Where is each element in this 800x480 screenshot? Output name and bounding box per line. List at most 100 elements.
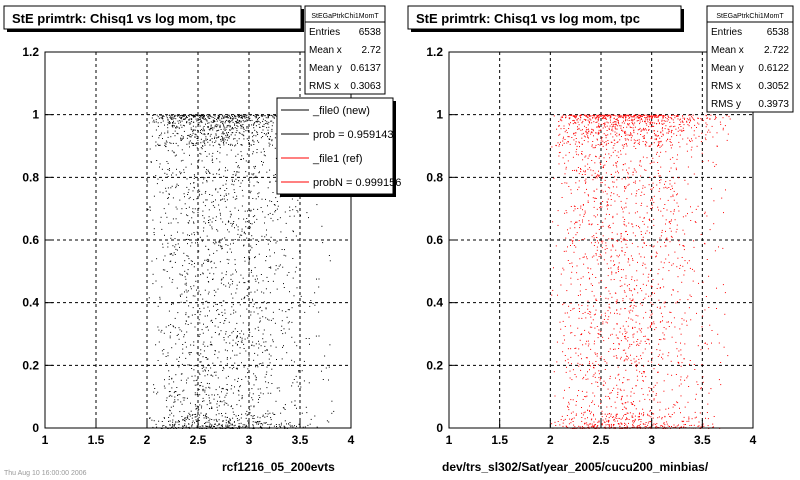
scatter-point bbox=[188, 122, 190, 124]
scatter-point bbox=[634, 212, 636, 214]
scatter-point bbox=[571, 419, 572, 421]
scatter-point bbox=[634, 419, 636, 421]
scatter-point bbox=[625, 225, 627, 227]
scatter-point bbox=[227, 114, 229, 116]
scatter-point bbox=[587, 345, 589, 347]
scatter-point bbox=[654, 116, 656, 118]
scatter-point bbox=[576, 170, 578, 172]
scatter-point bbox=[203, 126, 205, 127]
scatter-point bbox=[630, 359, 632, 361]
scatter-point bbox=[177, 120, 179, 122]
scatter-point bbox=[259, 126, 261, 128]
scatter-point bbox=[615, 407, 617, 409]
scatter-point bbox=[629, 306, 631, 308]
scatter-point bbox=[210, 374, 212, 376]
scatter-point bbox=[651, 117, 653, 119]
scatter-points bbox=[551, 114, 731, 429]
scatter-point bbox=[645, 145, 647, 147]
scatter-point bbox=[675, 128, 677, 130]
scatter-point bbox=[716, 287, 717, 289]
scatter-point bbox=[570, 283, 572, 285]
scatter-point bbox=[218, 423, 220, 425]
scatter-point bbox=[251, 119, 253, 121]
scatter-point bbox=[585, 114, 587, 116]
scatter-point bbox=[204, 389, 206, 391]
scatter-point bbox=[612, 122, 614, 124]
scatter-point bbox=[259, 171, 260, 173]
scatter-point bbox=[653, 161, 655, 163]
scatter-point bbox=[264, 222, 265, 224]
scatter-point bbox=[181, 138, 183, 140]
scatter-point bbox=[264, 236, 266, 238]
scatter-point bbox=[211, 127, 213, 129]
scatter-point bbox=[239, 115, 241, 116]
scatter-point bbox=[206, 114, 208, 116]
scatter-point bbox=[587, 200, 589, 202]
scatter-point bbox=[584, 396, 586, 397]
scatter-point bbox=[222, 138, 224, 140]
scatter-point bbox=[585, 119, 586, 121]
scatter-point bbox=[599, 155, 601, 157]
scatter-point bbox=[177, 126, 179, 128]
scatter-point bbox=[582, 209, 583, 211]
scatter-point bbox=[605, 172, 607, 174]
scatter-point bbox=[200, 153, 202, 155]
scatter-point bbox=[184, 196, 185, 198]
scatter-point bbox=[256, 289, 258, 291]
scatter-point bbox=[591, 132, 593, 134]
scatter-point bbox=[266, 276, 268, 278]
scatter-point bbox=[644, 371, 645, 373]
scatter-point bbox=[158, 117, 160, 119]
scatter-point bbox=[153, 228, 155, 230]
scatter-point bbox=[574, 426, 576, 428]
scatter-point bbox=[609, 424, 610, 426]
scatter-point bbox=[573, 115, 575, 116]
scatter-point bbox=[632, 258, 633, 260]
scatter-point bbox=[238, 117, 240, 118]
scatter-point bbox=[182, 274, 183, 276]
scatter-point bbox=[596, 121, 598, 123]
scatter-point bbox=[157, 178, 159, 180]
scatter-point bbox=[251, 144, 252, 146]
scatter-point bbox=[639, 303, 641, 305]
x-tick-label: 2.5 bbox=[190, 433, 207, 447]
scatter-point bbox=[218, 240, 220, 242]
scatter-point bbox=[294, 271, 296, 273]
scatter-point bbox=[637, 143, 639, 145]
scatter-point bbox=[627, 123, 628, 125]
scatter-point bbox=[274, 114, 276, 116]
scatter-point bbox=[596, 425, 598, 427]
scatter-point bbox=[653, 368, 655, 370]
scatter-point bbox=[629, 134, 631, 136]
scatter-point bbox=[625, 408, 627, 410]
scatter-point bbox=[630, 304, 632, 306]
scatter-point bbox=[589, 369, 590, 371]
scatter-point bbox=[181, 330, 183, 332]
scatter-point bbox=[199, 118, 201, 120]
scatter-point bbox=[177, 399, 179, 401]
scatter-point bbox=[193, 222, 195, 224]
scatter-point bbox=[598, 405, 599, 407]
scatter-point bbox=[667, 373, 669, 375]
scatter-point bbox=[564, 162, 566, 164]
scatter-point bbox=[579, 363, 581, 365]
scatter-point bbox=[621, 396, 623, 398]
scatter-point bbox=[660, 151, 662, 153]
scatter-point bbox=[564, 182, 566, 184]
scatter-point bbox=[310, 300, 312, 301]
scatter-point bbox=[231, 251, 232, 253]
scatter-point bbox=[205, 387, 207, 389]
scatter-point bbox=[191, 314, 193, 316]
scatter-point bbox=[193, 116, 195, 118]
scatter-point bbox=[293, 215, 295, 217]
scatter-point bbox=[176, 287, 178, 289]
scatter-point bbox=[228, 132, 229, 133]
scatter-point bbox=[220, 400, 221, 402]
scatter-point bbox=[202, 356, 204, 358]
scatter-point bbox=[270, 374, 272, 376]
scatter-point bbox=[639, 121, 641, 123]
scatter-point bbox=[187, 215, 189, 217]
scatter-point bbox=[202, 210, 204, 212]
scatter-point bbox=[607, 310, 609, 312]
scatter-point bbox=[153, 232, 155, 233]
